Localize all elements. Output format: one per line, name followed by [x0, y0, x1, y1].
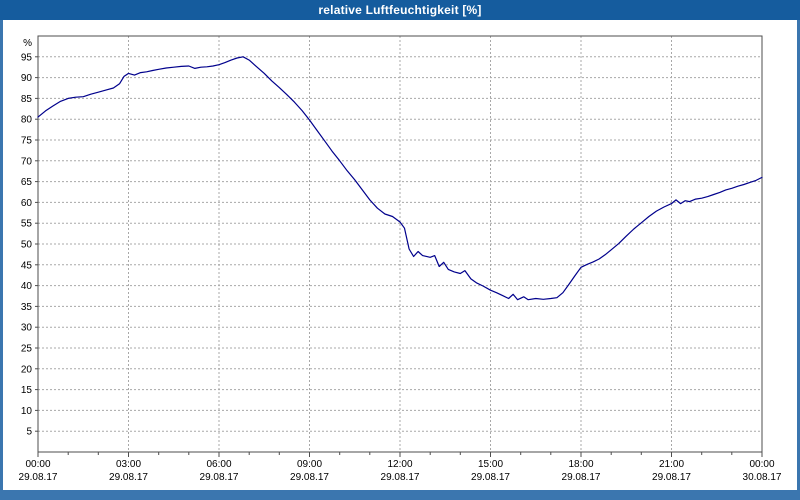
svg-text:10: 10 — [21, 406, 33, 417]
x-tick-date: 29.08.17 — [19, 472, 58, 483]
x-tick-time: 03:00 — [116, 459, 141, 470]
x-tick-date: 29.08.17 — [562, 472, 601, 483]
chart-area: 5 10 15 20 25 30 35 40 45 50 55 60 65 70 75 80 85 90 95% 00… — [3, 20, 797, 490]
svg-text:95: 95 — [21, 52, 33, 63]
x-tick-date: 29.08.17 — [109, 472, 148, 483]
svg-text:30: 30 — [21, 323, 33, 334]
svg-text:60: 60 — [21, 198, 33, 209]
svg-text:35: 35 — [21, 302, 33, 313]
x-tick-date: 29.08.17 — [652, 472, 691, 483]
x-tick-time: 06:00 — [206, 459, 231, 470]
svg-text:20: 20 — [21, 364, 33, 375]
gridlines — [38, 36, 762, 452]
svg-text:55: 55 — [21, 219, 33, 230]
x-tick-date: 29.08.17 — [381, 472, 420, 483]
x-axis-labels: 00:00 29.08.17 03:00 29.08.17 06:00 29.08.17 0… — [19, 459, 782, 483]
x-tick-date: 29.08.17 — [471, 472, 510, 483]
humidity-line-chart: 5 10 15 20 25 30 35 40 45 50 55 60 65 70 75 80 85 90 95% 00… — [19, 35, 782, 483]
svg-text:85: 85 — [21, 94, 33, 105]
x-tick-time: 09:00 — [297, 459, 322, 470]
x-tick-date: 30.08.17 — [743, 472, 782, 483]
svg-text:90: 90 — [21, 73, 33, 84]
svg-text:50: 50 — [21, 240, 33, 251]
svg-text:40: 40 — [21, 281, 33, 292]
x-tick-time: 00:00 — [749, 459, 774, 470]
svg-text:80: 80 — [21, 115, 33, 126]
humidity-line — [37, 56, 763, 301]
svg-text:75: 75 — [21, 136, 33, 147]
svg-text:65: 65 — [21, 177, 33, 188]
x-tick-time: 15:00 — [478, 459, 503, 470]
axis-ticks — [35, 56, 763, 457]
svg-text:25: 25 — [21, 344, 33, 355]
x-tick-date: 29.08.17 — [290, 472, 329, 483]
x-tick-date: 29.08.17 — [200, 472, 239, 483]
x-tick-time: 21:00 — [659, 459, 684, 470]
x-tick-time: 00:00 — [25, 459, 50, 470]
x-tick-time: 18:00 — [568, 459, 593, 470]
svg-text:70: 70 — [21, 156, 33, 167]
y-axis-unit-label: % — [23, 38, 32, 49]
title-bar: relative Luftfeuchtigkeit [%] — [0, 0, 800, 20]
chart-title: relative Luftfeuchtigkeit [%] — [318, 3, 482, 17]
y-axis-labels: 5 10 15 20 25 30 35 40 45 50 55 60 65 70 75 80 85 90 95% — [21, 38, 33, 438]
svg-text:15: 15 — [21, 385, 33, 396]
svg-text:45: 45 — [21, 260, 33, 271]
x-tick-time: 12:00 — [387, 459, 412, 470]
svg-text:5: 5 — [26, 427, 32, 438]
